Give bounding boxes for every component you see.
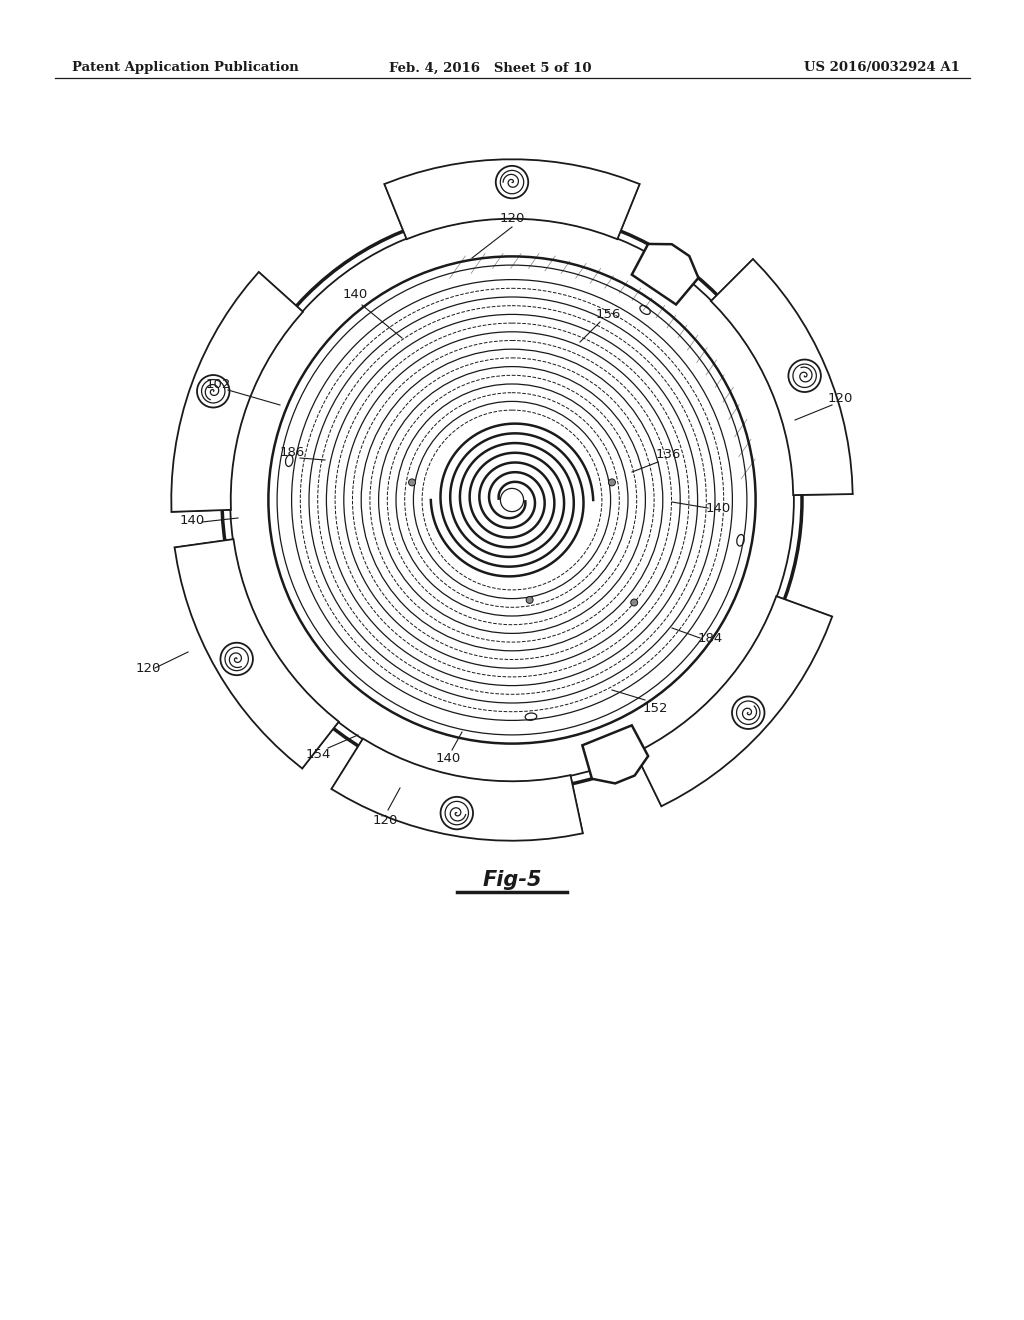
- Circle shape: [445, 801, 469, 825]
- Circle shape: [496, 166, 528, 198]
- Text: 156: 156: [595, 309, 621, 322]
- Text: 154: 154: [305, 748, 331, 762]
- Circle shape: [409, 479, 416, 486]
- Circle shape: [788, 359, 821, 392]
- Polygon shape: [711, 259, 853, 495]
- Text: 102: 102: [206, 379, 230, 392]
- Text: 120: 120: [500, 211, 524, 224]
- Polygon shape: [171, 272, 303, 512]
- Polygon shape: [635, 597, 833, 807]
- Polygon shape: [384, 160, 640, 239]
- Text: Patent Application Publication: Patent Application Publication: [72, 62, 299, 74]
- Text: 120: 120: [373, 813, 397, 826]
- Circle shape: [526, 597, 534, 603]
- Text: 140: 140: [706, 502, 731, 515]
- Circle shape: [202, 380, 225, 403]
- Circle shape: [225, 647, 249, 671]
- Circle shape: [608, 479, 615, 486]
- Text: US 2016/0032924 A1: US 2016/0032924 A1: [804, 62, 961, 74]
- Circle shape: [440, 797, 473, 829]
- Circle shape: [732, 697, 765, 729]
- Circle shape: [197, 375, 229, 408]
- Text: Feb. 4, 2016   Sheet 5 of 10: Feb. 4, 2016 Sheet 5 of 10: [389, 62, 591, 74]
- Circle shape: [220, 643, 253, 676]
- Circle shape: [501, 170, 523, 194]
- Text: 140: 140: [435, 751, 461, 764]
- Text: 120: 120: [827, 392, 853, 404]
- Text: 140: 140: [342, 289, 368, 301]
- Circle shape: [736, 701, 760, 725]
- Text: 152: 152: [642, 701, 668, 714]
- Circle shape: [631, 599, 638, 606]
- Polygon shape: [174, 539, 339, 768]
- Text: 120: 120: [135, 661, 161, 675]
- Circle shape: [793, 364, 816, 388]
- Polygon shape: [583, 725, 648, 783]
- Text: 140: 140: [179, 513, 205, 527]
- Text: 186: 186: [280, 446, 304, 458]
- Polygon shape: [332, 739, 583, 841]
- Text: 136: 136: [655, 449, 681, 462]
- Text: 184: 184: [697, 631, 723, 644]
- Polygon shape: [632, 244, 698, 305]
- Text: Fig-5: Fig-5: [482, 870, 542, 890]
